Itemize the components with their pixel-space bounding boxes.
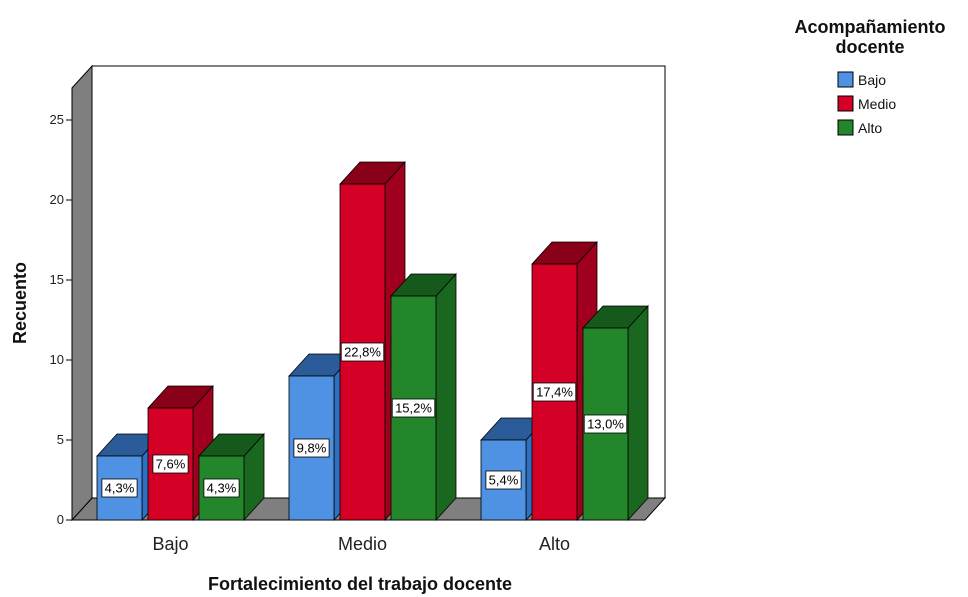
legend-swatch xyxy=(837,95,854,112)
bar-side xyxy=(627,304,649,522)
data-label-text: 17,4% xyxy=(536,385,573,400)
legend-swatch xyxy=(837,119,854,136)
data-label: 13,0% xyxy=(583,414,628,434)
bar-bajo-alto xyxy=(198,432,265,522)
data-label-box xyxy=(203,478,240,498)
legend-title-line-2: docente xyxy=(835,37,904,57)
data-label: 7,6% xyxy=(152,454,189,474)
x-axis-categories: Bajo Medio Alto xyxy=(152,534,570,554)
legend-title-line-1: Acompañamiento xyxy=(794,17,945,37)
data-label-box xyxy=(293,438,330,458)
data-label: 9,8% xyxy=(293,438,330,458)
data-label-text: 4,3% xyxy=(207,481,237,496)
y-tick-label: 20 xyxy=(50,192,64,207)
x-axis-title: Fortalecimiento del trabajo docente xyxy=(208,574,512,594)
legend-label: Bajo xyxy=(858,72,886,88)
x-category-label: Bajo xyxy=(152,534,188,554)
data-labels: 4,3% 7,6% 4,3% 9,8% 22,8% 15,2% 5,4% 17,4% 13,0% xyxy=(101,342,628,498)
y-tick-label: 5 xyxy=(57,432,64,447)
data-label-text: 13,0% xyxy=(587,417,624,432)
data-label: 17,4% xyxy=(532,382,577,402)
data-label: 4,3% xyxy=(203,478,240,498)
y-axis-ticks: 0 5 10 15 20 25 xyxy=(50,112,72,527)
data-label: 4,3% xyxy=(101,478,138,498)
y-tick-label: 0 xyxy=(57,512,64,527)
x-category-label: Alto xyxy=(539,534,570,554)
data-label-text: 15,2% xyxy=(395,401,432,416)
data-label-box xyxy=(583,414,628,434)
bar-alto-alto xyxy=(582,304,649,522)
data-label-text: 22,8% xyxy=(344,345,381,360)
data-label-text: 7,6% xyxy=(156,457,186,472)
data-label-text: 5,4% xyxy=(489,473,519,488)
y-tick-label: 25 xyxy=(50,112,64,127)
y-tick-label: 15 xyxy=(50,272,64,287)
legend-item-medio: Medio xyxy=(837,95,896,112)
bar-side xyxy=(435,272,457,522)
data-label-box xyxy=(532,382,577,402)
legend-item-alto: Alto xyxy=(837,119,882,136)
data-label-box xyxy=(485,470,522,490)
data-label: 22,8% xyxy=(340,342,385,362)
legend-item-bajo: Bajo xyxy=(837,71,886,88)
data-label-box xyxy=(391,398,436,418)
legend-label: Alto xyxy=(858,120,882,136)
x-category-label: Medio xyxy=(338,534,387,554)
data-label-box xyxy=(152,454,189,474)
chart-left-wall xyxy=(71,64,93,522)
y-axis-title: Recuento xyxy=(10,262,30,344)
legend: Acompañamiento docente Bajo Medio Alto xyxy=(794,17,945,136)
data-label-box xyxy=(340,342,385,362)
bar-medio-alto xyxy=(390,272,457,522)
y-tick-label: 10 xyxy=(50,352,64,367)
data-label-text: 9,8% xyxy=(297,441,327,456)
data-label: 15,2% xyxy=(391,398,436,418)
data-label-text: 4,3% xyxy=(105,481,135,496)
legend-label: Medio xyxy=(858,96,896,112)
legend-swatch xyxy=(837,71,854,88)
data-label: 5,4% xyxy=(485,470,522,490)
data-label-box xyxy=(101,478,138,498)
